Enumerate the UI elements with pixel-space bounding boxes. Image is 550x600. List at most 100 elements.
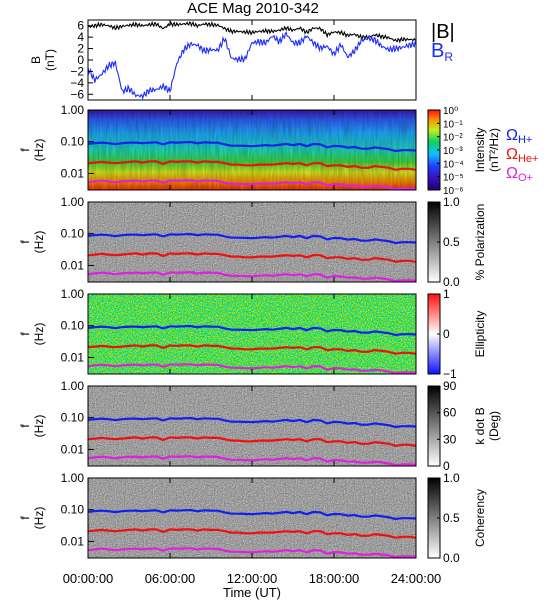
intensity-colorbar-tick-label-1: 10⁻¹ — [443, 119, 463, 130]
intensity-colorbar-label-2: (nT²/Hz) — [487, 128, 501, 172]
k-dot-b-spectrogram-texture — [88, 386, 416, 466]
ellipticity-ylabel-1: f — [18, 332, 32, 336]
coherency-ytick-label-0: 1.00 — [61, 471, 85, 485]
ellipticity-ytick-label-0: 1.00 — [61, 287, 85, 301]
coherency-gyro-line-he-plus — [87, 528, 417, 539]
k-dot-b-colorbar-tick-label-1: 60 — [443, 406, 457, 420]
legend-radial-field: BR — [431, 40, 453, 64]
legend-radial-main: B — [431, 40, 444, 62]
polarization-colorbar-tick-label-2: 0.0 — [443, 275, 460, 289]
coherency-colorbar-label: Coherency — [473, 489, 487, 547]
coherency-ytick-label-2: 0.01 — [61, 534, 85, 548]
coherency-ylabel-2: (Hz) — [32, 507, 46, 530]
ellipticity-ylabel-2: (Hz) — [32, 323, 46, 346]
k-dot-b-colorbar-label-2: (Deg) — [487, 411, 501, 441]
ellipticity-colorbar-tick-label-0: 1 — [443, 287, 450, 301]
coherency-ylabel-1: f — [18, 516, 32, 520]
series-line-total-field — [87, 20, 417, 44]
x-tick-label-0: 00:00:00 — [63, 571, 114, 586]
coherency-ytick-label-1: 0.10 — [61, 503, 85, 517]
ellipticity-gyro-line-he-plus — [87, 344, 417, 355]
k-dot-b-panel: 1.00 0.10 0.01 f (Hz) 90 60 30 0 k dot B (Deg) — [18, 379, 501, 473]
legend-h-sub: H+ — [518, 134, 532, 146]
polarization-colorbar-label: % Polarization — [473, 204, 487, 281]
ellipticity-ytick-label-1: 0.10 — [61, 319, 85, 333]
polarization-panel: 1.00 0.10 0.01 f (Hz) 1.0 0.5 0.0 % Polarization — [18, 195, 487, 289]
ellipticity-colorbar-label: Ellipticity — [473, 311, 487, 358]
legend-o-plus: ΩO+ — [506, 165, 533, 184]
intensity-panel: 1.00 0.10 0.01 f (Hz) 10⁰ 10⁻¹ 10⁻² 10⁻³ 10⁻⁴ 10⁻⁵… — [18, 103, 501, 197]
field-ytick-label-5: −4 — [70, 76, 84, 90]
intensity-ytick-label-0: 1.00 — [61, 103, 85, 117]
polarization-colorbar-tick-label-1: 0.5 — [443, 235, 460, 249]
x-axis-labels: 00:00:00 06:00:00 12:00:00 18:00:00 24:0… — [63, 571, 442, 600]
intensity-ylabel-1: f — [18, 148, 32, 152]
k-dot-b-ytick-label-2: 0.01 — [61, 442, 85, 456]
k-dot-b-ylabel-2: (Hz) — [32, 415, 46, 438]
polarization-gyro-line-h-plus — [87, 232, 417, 245]
field-legend: |B| BR — [431, 21, 455, 64]
field-ytick-label-6: −6 — [70, 87, 84, 101]
field-ytick-label-2: 2 — [77, 42, 84, 56]
polarization-ytick-label-2: 0.01 — [61, 258, 85, 272]
intensity-spectrogram-texture — [88, 110, 416, 190]
intensity-colorbar-tick-label-6: 10⁻⁶ — [443, 186, 464, 197]
intensity-colorbar-tick-label-5: 10⁻⁵ — [443, 173, 464, 184]
k-dot-b-ytick-label-1: 0.10 — [61, 411, 85, 425]
field-ytick-label-4: −2 — [70, 64, 84, 78]
legend-h-omega: Ω — [506, 127, 518, 144]
field-ytick-label-1: 4 — [77, 30, 84, 44]
legend-o-omega: Ω — [506, 165, 518, 182]
k-dot-b-ylabel-1: f — [18, 424, 32, 428]
k-dot-b-ytick-label-0: 1.00 — [61, 379, 85, 393]
coherency-gyro-line-h-plus — [87, 508, 417, 521]
polarization-ytick-label-1: 0.10 — [61, 227, 85, 241]
k-dot-b-colorbar-label-1: k dot B — [473, 407, 487, 444]
legend-he-plus: ΩHe+ — [506, 146, 538, 165]
coherency-gyro-line-o-plus — [87, 547, 417, 559]
intensity-colorbar-tick-label-3: 10⁻³ — [443, 146, 463, 157]
x-tick-label-4: 24:00:00 — [391, 571, 442, 586]
field-ytick-label-0: 6 — [77, 19, 84, 33]
ellipticity-panel: 1.00 0.10 0.01 f (Hz) 1 0 −1 Ellipticity — [18, 287, 487, 381]
k-dot-b-gyro-line-o-plus — [87, 455, 417, 467]
x-tick-label-1: 06:00:00 — [145, 571, 196, 586]
k-dot-b-gyro-line-h-plus — [87, 416, 417, 429]
polarization-ytick-label-0: 1.00 — [61, 195, 85, 209]
k-dot-b-colorbar — [427, 385, 441, 467]
legend-o-sub: O+ — [518, 172, 533, 184]
intensity-ytick-label-1: 0.10 — [61, 135, 85, 149]
x-axis-title: Time (UT) — [223, 585, 281, 600]
polarization-colorbar-tick-label-0: 1.0 — [443, 195, 460, 209]
figure-title: ACE Mag 2010-342 — [187, 0, 319, 17]
k-dot-b-colorbar-tick-label-3: 0 — [443, 459, 450, 473]
intensity-colorbar-tick-label-4: 10⁻⁴ — [443, 159, 464, 170]
intensity-gyro-line-h-plus — [87, 140, 417, 153]
legend-he-sub: He+ — [518, 153, 539, 165]
legend-total-field: |B| — [431, 21, 455, 43]
ellipticity-gyro-line-h-plus — [87, 324, 417, 337]
coherency-colorbar-tick-label-0: 1.0 — [443, 471, 460, 485]
ellipticity-gyro-line-o-plus — [87, 363, 417, 375]
intensity-colorbar-tick-label-2: 10⁻² — [443, 133, 463, 144]
x-tick-label-2: 12:00:00 — [227, 571, 278, 586]
coherency-panel: 1.00 0.10 0.01 f (Hz) 1.0 0.5 0.0 Coherency — [18, 471, 487, 565]
intensity-gyro-line-he-plus — [87, 160, 417, 171]
legend-he-omega: Ω — [506, 146, 518, 163]
k-dot-b-colorbar-tick-label-2: 30 — [443, 432, 457, 446]
coherency-spectrogram-texture — [88, 478, 416, 558]
ellipticity-spectrogram-texture — [88, 294, 416, 374]
legend-radial-sub: R — [444, 50, 453, 64]
polarization-gyro-line-o-plus — [87, 271, 417, 283]
field-ytick-label-3: 0 — [77, 53, 84, 67]
field-ylabel-1: B — [29, 56, 43, 64]
ellipticity-colorbar-tick-label-1: 0 — [443, 327, 450, 341]
series-line-radial-field — [87, 31, 417, 101]
x-tick-label-3: 18:00:00 — [309, 571, 360, 586]
polarization-spectrogram-texture — [88, 202, 416, 282]
ellipticity-colorbar-tick-label-2: −1 — [443, 367, 457, 381]
intensity-colorbar-label-1: Intensity — [473, 128, 487, 173]
